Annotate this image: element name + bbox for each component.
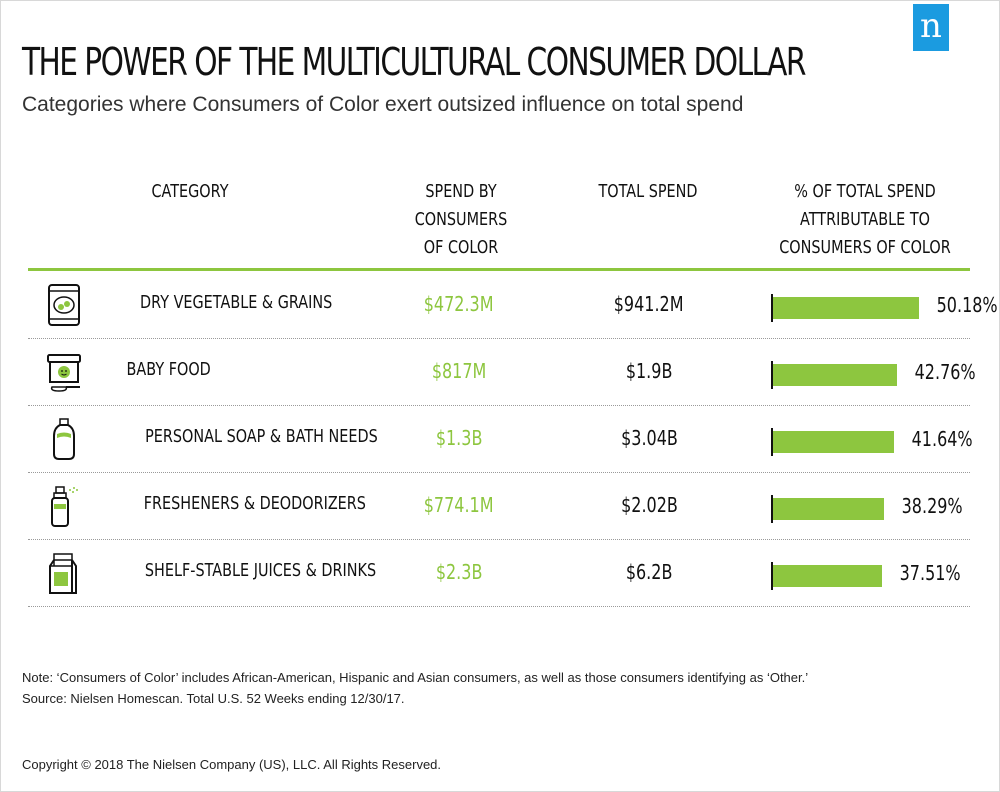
pct-bar [773, 565, 882, 587]
row-total-text: $941.2M [614, 292, 684, 316]
table-row: SHELF-STABLE JUICES & DRINKS $2.3B $6.2B… [28, 540, 970, 607]
row-category: SHELF-STABLE JUICES & DRINKS [116, 560, 405, 581]
soap-bottle-icon [53, 418, 75, 460]
row-spend-text: $2.3B [435, 560, 483, 584]
header-spend-line-1: SPEND BY [425, 181, 497, 202]
baby-food-jar-icon [47, 354, 81, 392]
row-separator [28, 539, 970, 540]
pct-label-text: 41.64% [911, 427, 973, 451]
pct-label: 42.76% [907, 360, 983, 385]
pct-bar [773, 498, 885, 520]
pct-label-text: 38.29% [901, 494, 963, 518]
row-total: $2.02B [563, 493, 735, 518]
source-text: Source: Nielsen Homescan. Total U.S. 52 … [22, 691, 405, 706]
header-category: CATEGORY [100, 178, 280, 206]
row-separator [28, 472, 970, 473]
header-spend-line-2: CONSUMERS [414, 209, 508, 230]
table-row: DRY VEGETABLE & GRAINS $472.3M $941.2M 5… [28, 272, 997, 339]
row-spend: $472.3M [373, 292, 545, 317]
header-spend-line-3: OF COLOR [423, 237, 499, 258]
row-spend: $1.3B [373, 426, 545, 451]
row-spend: $2.3B [373, 560, 545, 585]
header-pct-line-2: ATTRIBUTABLE TO [800, 209, 930, 230]
pct-label: 37.51% [892, 561, 968, 586]
header-pct: % OF TOTAL SPEND ATTRIBUTABLE TO CONSUME… [750, 178, 980, 262]
pct-label-text: 42.76% [914, 360, 976, 384]
pct-bar [773, 297, 919, 319]
pct-label-text: 37.51% [899, 561, 961, 585]
table-row: BABY FOOD $817M $1.9B 42.76% [28, 339, 976, 406]
row-category-text: FRESHENERS & DEODORIZERS [143, 493, 366, 514]
bar-axis [771, 361, 773, 389]
row-category: DRY VEGETABLE & GRAINS [116, 292, 356, 313]
header-pct-line-1: % OF TOTAL SPEND [794, 181, 936, 202]
row-total: $6.2B [563, 560, 735, 585]
table-row: PERSONAL SOAP & BATH NEEDS $1.3B $3.04B … [28, 406, 972, 473]
page-title: THE POWER OF THE MULTICULTURAL CONSUMER … [22, 40, 806, 84]
logo-letter: n [920, 6, 942, 46]
row-spend-text: $774.1M [424, 493, 494, 517]
bar-axis [771, 294, 773, 322]
row-category: PERSONAL SOAP & BATH NEEDS [116, 426, 407, 447]
pct-label: 50.18% [929, 293, 1000, 318]
header-category-line: CATEGORY [151, 181, 229, 202]
row-total-text: $1.9B [625, 359, 673, 383]
row-category-text: PERSONAL SOAP & BATH NEEDS [145, 426, 378, 447]
row-separator [28, 405, 970, 406]
row-spend-text: $817M [431, 359, 487, 383]
row-separator [28, 338, 970, 339]
row-category-text: DRY VEGETABLE & GRAINS [140, 292, 333, 313]
header-total-line: TOTAL SPEND [598, 181, 698, 202]
row-category-text: SHELF-STABLE JUICES & DRINKS [144, 560, 377, 581]
row-category: BABY FOOD [116, 359, 221, 380]
copyright-text: Copyright © 2018 The Nielsen Company (US… [22, 757, 442, 772]
juice-carton-icon [49, 553, 77, 594]
note-text: Note: ‘Consumers of Color’ includes Afri… [22, 670, 809, 685]
spray-freshener-icon [51, 486, 78, 527]
row-spend: $774.1M [373, 493, 545, 518]
bar-axis [771, 562, 773, 590]
row-spend-text: $472.3M [424, 292, 494, 316]
grain-bag-icon [48, 284, 80, 326]
row-total-text: $3.04B [620, 426, 678, 450]
nielsen-logo: n [913, 4, 949, 51]
header-total-spend: TOTAL SPEND [560, 178, 736, 206]
pct-bar [773, 431, 894, 453]
pct-bar [773, 364, 897, 386]
row-spend-text: $1.3B [435, 426, 483, 450]
footnote: Note: ‘Consumers of Color’ includes Afri… [22, 667, 808, 709]
pct-label: 41.64% [904, 427, 980, 452]
header-pct-line-3: CONSUMERS OF COLOR [779, 237, 951, 258]
pct-label-text: 50.18% [936, 293, 998, 317]
page-subtitle: Categories where Consumers of Color exer… [22, 93, 744, 116]
row-total: $941.2M [563, 292, 735, 317]
header-divider [28, 268, 970, 271]
row-total: $3.04B [563, 426, 735, 451]
row-spend: $817M [373, 359, 545, 384]
row-category: FRESHENERS & DEODORIZERS [116, 493, 394, 514]
row-total-text: $6.2B [625, 560, 673, 584]
row-separator [28, 606, 970, 607]
bar-axis [771, 428, 773, 456]
bar-axis [771, 495, 773, 523]
row-category-text: BABY FOOD [126, 359, 211, 380]
table-row: FRESHENERS & DEODORIZERS $774.1M $2.02B … [28, 473, 970, 540]
row-total: $1.9B [563, 359, 735, 384]
row-total-text: $2.02B [620, 493, 678, 517]
pct-label: 38.29% [894, 494, 970, 519]
header-spend-by-coc: SPEND BY CONSUMERS OF COLOR [373, 178, 549, 262]
